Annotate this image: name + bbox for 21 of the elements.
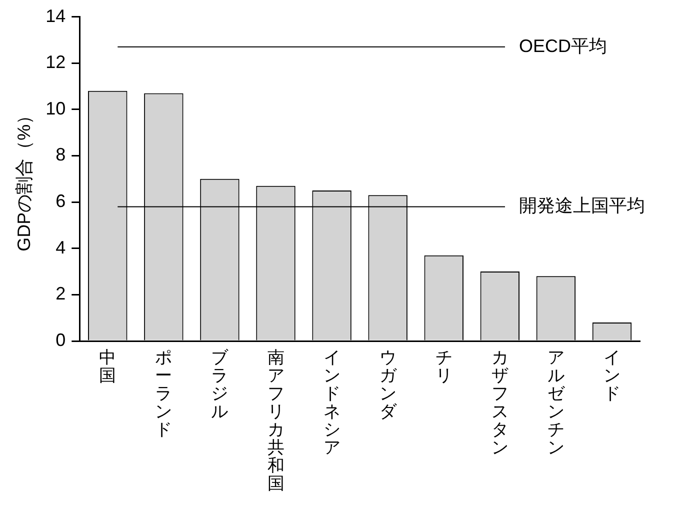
x-tick-label: インド bbox=[603, 348, 620, 404]
x-tick-label: チリ bbox=[435, 348, 452, 386]
x-tick-label: 中国 bbox=[99, 348, 116, 386]
y-tick-label: 0 bbox=[56, 330, 66, 350]
x-tick-label: ブラジル bbox=[211, 348, 230, 422]
ref-line-label: 開発途上国平均 bbox=[519, 196, 645, 216]
x-tick-label: ウガンダ bbox=[379, 348, 398, 422]
y-axis-title: GDPの割合（%） bbox=[14, 106, 34, 252]
y-tick-label: 14 bbox=[46, 6, 66, 26]
ref-line-label: OECD平均 bbox=[519, 36, 608, 56]
y-tick-label: 6 bbox=[56, 191, 66, 212]
y-tick-label: 10 bbox=[46, 98, 66, 118]
x-tick-label: ポーランド bbox=[155, 348, 172, 440]
y-tick-label: 12 bbox=[46, 52, 66, 72]
x-tick-label: アルゼンチン bbox=[547, 348, 566, 458]
x-tick-label: インドネシア bbox=[323, 348, 340, 458]
y-tick-label: 8 bbox=[56, 144, 66, 165]
x-tick-label: 南アフリカ共和国 bbox=[267, 348, 284, 494]
y-tick-label: 4 bbox=[56, 237, 66, 258]
x-tick-label: カザフスタン bbox=[491, 348, 508, 458]
y-tick-label: 2 bbox=[56, 284, 66, 304]
